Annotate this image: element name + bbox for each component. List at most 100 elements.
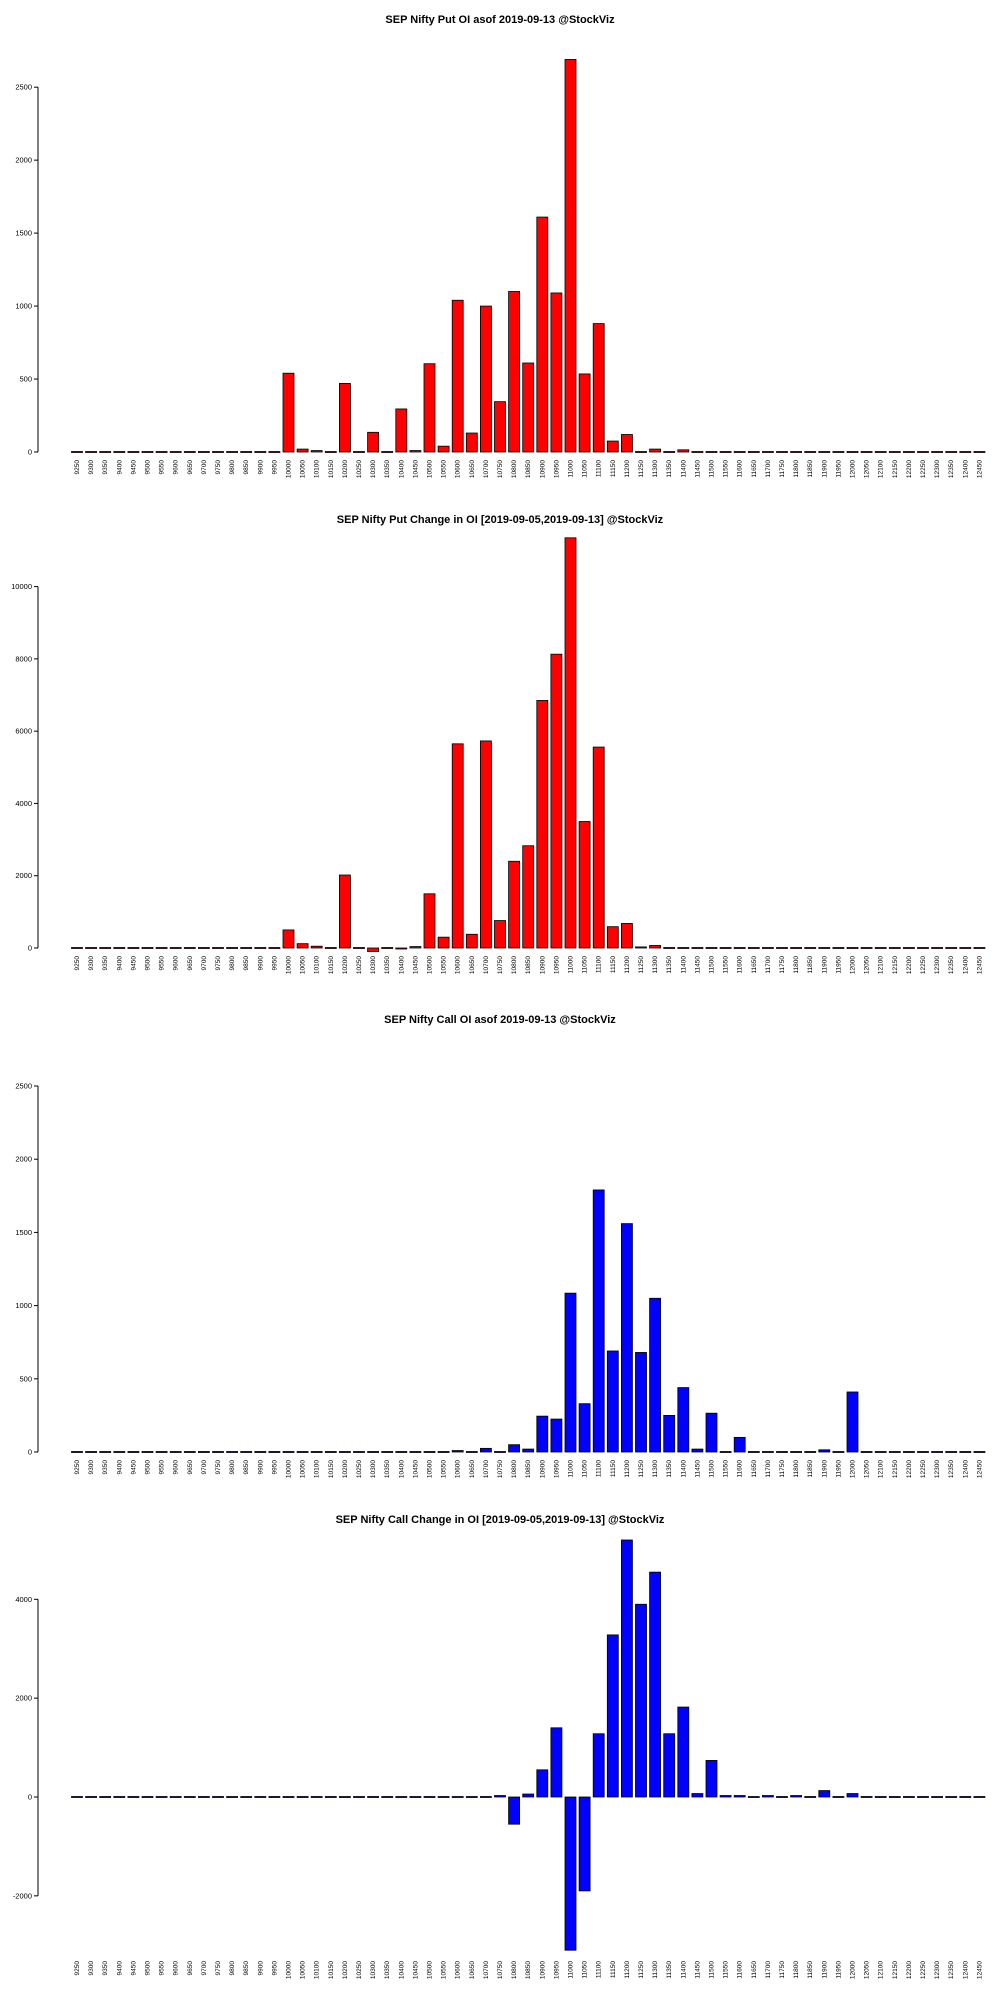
x-tick-label: 9650 (187, 1460, 194, 1475)
x-tick-label: 9350 (102, 1460, 109, 1475)
x-tick-label: 9850 (243, 1961, 250, 1976)
bar-12300 (931, 1451, 943, 1453)
bar-10650 (465, 1796, 478, 1798)
bar-12200 (903, 1796, 915, 1798)
bar-10400 (395, 1451, 408, 1453)
x-tick-label: 12100 (878, 1961, 885, 1979)
bar-10350 (381, 1451, 394, 1453)
x-tick-label: 11600 (737, 1460, 744, 1478)
bar-12000 (846, 1793, 859, 1798)
x-tick-label: 9900 (257, 1961, 264, 1976)
x-tick-label: 12350 (948, 460, 955, 478)
x-tick-label: 10600 (455, 460, 462, 478)
bar-11200 (621, 1223, 633, 1453)
x-tick-label: 12300 (934, 1961, 941, 1979)
y-tick-label: 500 (19, 375, 32, 384)
bar-10250 (353, 1796, 365, 1798)
x-tick-label: 11650 (751, 1460, 758, 1478)
bar-11650 (747, 947, 760, 949)
x-tick-label: 10300 (370, 956, 377, 974)
bar-12450 (973, 1796, 986, 1798)
bar-9850 (240, 1796, 253, 1798)
bar-11600 (733, 947, 746, 949)
bar-11100 (592, 1189, 605, 1453)
bar-9650 (183, 1796, 196, 1798)
y-tick-label: 10000 (11, 582, 32, 591)
x-tick-label: 10600 (455, 956, 462, 974)
bar-11650 (747, 1451, 760, 1453)
bar-9400 (113, 947, 126, 949)
x-tick-label: 10500 (427, 1961, 434, 1979)
bar-10150 (324, 451, 337, 453)
x-tick-label: 10950 (553, 956, 560, 974)
bar-11650 (747, 451, 760, 453)
x-tick-label: 11600 (737, 1961, 744, 1979)
x-tick-label: 12350 (948, 1460, 955, 1478)
x-tick-label: 11100 (596, 1961, 603, 1978)
bar-9450 (127, 947, 140, 949)
x-tick-label: 10900 (539, 1961, 546, 1979)
x-tick-label: 9700 (201, 460, 208, 475)
bar-11050 (578, 821, 591, 949)
x-tick-label: 10450 (412, 460, 419, 478)
x-tick-label: 9550 (159, 1961, 166, 1976)
x-tick-label: 10350 (384, 460, 391, 478)
bar-12450 (973, 451, 986, 453)
bar-11350 (663, 1415, 676, 1453)
bar-10050 (296, 1796, 309, 1798)
bar-9750 (212, 947, 224, 949)
bar-9900 (254, 1451, 267, 1453)
x-tick-label: 9750 (215, 1460, 222, 1475)
x-tick-label: 10450 (412, 956, 419, 974)
x-tick-label: 11850 (807, 956, 814, 974)
x-tick-label: 11700 (765, 1961, 772, 1979)
x-tick-label: 11750 (779, 460, 786, 478)
x-tick-label: 10100 (314, 1961, 321, 1979)
x-tick-label: 10200 (342, 1961, 349, 1979)
bar-9450 (127, 1451, 140, 1453)
x-tick-label: 9500 (145, 1460, 152, 1475)
x-tick-label: 11400 (680, 1460, 687, 1478)
x-tick-label: 9250 (74, 1460, 81, 1475)
bar-11000 (564, 1292, 577, 1453)
y-tick-label: 0 (28, 448, 32, 457)
x-tick-label: 11100 (596, 1460, 603, 1477)
x-tick-label: 10500 (427, 1460, 434, 1478)
bar-11200 (621, 434, 633, 453)
chart-title: SEP Nifty Put OI asof 2019-09-13 @StockV… (385, 14, 615, 26)
x-tick-label: 9600 (173, 956, 180, 971)
bar-9850 (240, 451, 253, 453)
x-tick-label: 10150 (328, 956, 335, 974)
x-tick-label: 11900 (821, 956, 828, 974)
bar-9700 (197, 451, 210, 453)
x-tick-label: 11650 (751, 1961, 758, 1979)
x-tick-label: 12200 (906, 1460, 913, 1478)
x-tick-label: 11650 (751, 460, 758, 478)
x-tick-label: 10650 (469, 460, 476, 478)
bar-10700 (479, 305, 492, 453)
x-tick-label: 10750 (497, 1460, 504, 1478)
x-tick-label: 12350 (948, 1961, 955, 1979)
bar-12100 (874, 947, 887, 949)
bar-10600 (451, 1796, 464, 1798)
bar-11600 (733, 1795, 746, 1798)
x-tick-label: 9300 (88, 460, 95, 475)
x-tick-label: 10150 (328, 1460, 335, 1478)
x-tick-label: 11400 (680, 1961, 687, 1979)
bar-11750 (776, 451, 788, 453)
x-tick-label: 11500 (709, 1961, 716, 1979)
x-tick-label: 12200 (906, 956, 913, 974)
bar-12200 (903, 947, 915, 949)
x-tick-label: 12350 (948, 956, 955, 974)
x-tick-label: 11200 (624, 1961, 631, 1979)
bar-11600 (733, 451, 746, 453)
x-tick-label: 10100 (314, 956, 321, 974)
bar-10650 (465, 432, 478, 453)
bar-10450 (409, 946, 422, 949)
bar-12150 (888, 1796, 901, 1798)
x-tick-label: 12000 (850, 956, 857, 974)
bar-11250 (635, 451, 647, 453)
bar-11050 (578, 1796, 591, 1892)
chart-title: SEP Nifty Put Change in OI [2019-09-05,2… (337, 514, 664, 526)
x-tick-label: 12300 (934, 956, 941, 974)
